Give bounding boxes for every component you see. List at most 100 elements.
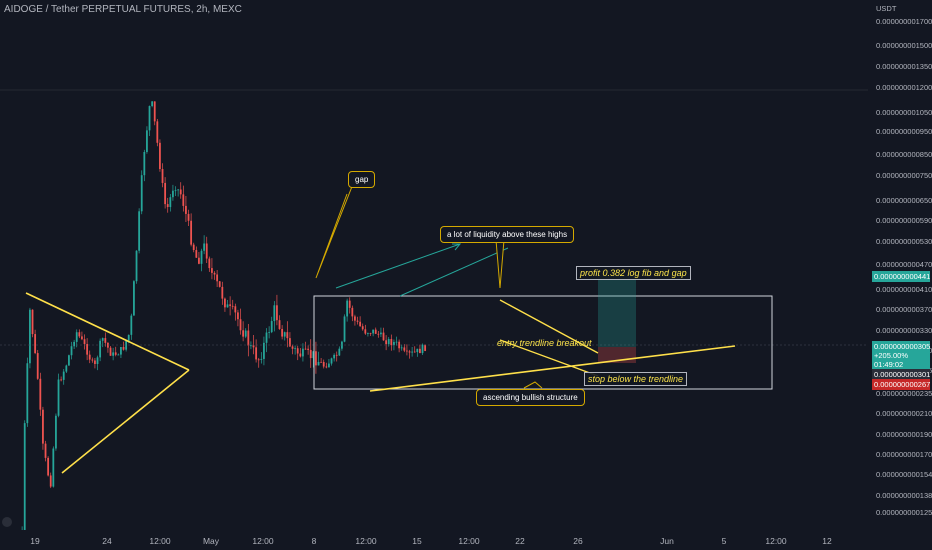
- candle-body: [127, 334, 130, 341]
- candle-body: [143, 151, 146, 176]
- candle-body: [302, 348, 304, 357]
- candle-body: [260, 358, 263, 360]
- candle-body: [213, 272, 216, 275]
- time-tick-label: 12:00: [765, 536, 787, 546]
- candle-body: [242, 330, 245, 337]
- gap-callout-pointer: [315, 183, 354, 279]
- candle-body: [356, 320, 359, 322]
- candle-body: [226, 304, 229, 308]
- chart-area[interactable]: AIDOGE / Tether PERPETUAL FUTURES, 2h, M…: [0, 0, 868, 530]
- ascending-trendline[interactable]: [369, 345, 736, 392]
- candle-body: [135, 250, 138, 282]
- current-price: 0.000000000305: [874, 342, 931, 351]
- profit-note[interactable]: profit 0.382 log fib and gap: [576, 266, 691, 280]
- candle-body: [369, 333, 372, 334]
- time-tick-label: 24: [102, 536, 112, 546]
- price-tick-label: 0.000000001200: [876, 83, 932, 92]
- price-tick-label: 0.000000000210: [876, 409, 932, 418]
- candle-body: [62, 371, 65, 380]
- candle-body: [44, 443, 47, 458]
- candle-body: [88, 354, 91, 360]
- candle-body: [286, 332, 289, 339]
- candle-body: [68, 355, 70, 366]
- candle-body: [99, 340, 102, 358]
- candle-body: [34, 334, 37, 354]
- candle-body: [424, 344, 427, 351]
- candle-body: [86, 344, 89, 355]
- time-tick-label: 15: [412, 536, 422, 546]
- candle-body: [317, 361, 320, 366]
- candle-body: [299, 353, 302, 357]
- price-axis[interactable]: USDT 0.000000001700 0.000000001500 0.00000…: [868, 0, 932, 530]
- candle-body: [122, 346, 125, 350]
- candle-body: [23, 423, 26, 530]
- price-tick-label: 0.000000000370: [876, 305, 932, 314]
- candle-body: [400, 347, 403, 349]
- price-tick-label: 0.000000001500: [876, 41, 932, 50]
- price-tick-label: 0.000000001700: [876, 17, 932, 26]
- stop-note[interactable]: stop below the trendline: [584, 372, 688, 386]
- candle-body: [224, 298, 226, 308]
- candle-body: [338, 348, 341, 356]
- candle-body: [377, 333, 380, 335]
- liquidity-arrow-2: [399, 247, 509, 297]
- price-tick-label: 0.000000000950: [876, 127, 932, 136]
- candle-body: [237, 312, 239, 320]
- price-tick-label: 0.000000000154: [876, 470, 932, 479]
- chart-title: AIDOGE / Tether PERPETUAL FUTURES, 2h, M…: [4, 4, 242, 15]
- time-tick-label: 5: [721, 536, 727, 546]
- candle-body: [309, 349, 312, 359]
- triangle-lower-line[interactable]: [61, 369, 190, 474]
- candle-body: [172, 190, 174, 198]
- candle-body: [47, 457, 50, 476]
- candle-body: [270, 321, 273, 333]
- candle-body: [133, 281, 135, 316]
- descending-lower-trendline[interactable]: [499, 339, 599, 377]
- candle-body: [255, 347, 258, 360]
- time-axis[interactable]: 19 24 12:00 May 12:00 8 12:00 15 12:00 22 26 Jun 5 12…: [0, 530, 868, 550]
- time-tick-label: May: [202, 536, 220, 546]
- price-chart[interactable]: [0, 0, 868, 530]
- candle-body: [413, 351, 416, 353]
- time-tick-label: Jun: [660, 536, 674, 546]
- candle-body: [91, 359, 94, 361]
- candle-body: [185, 205, 187, 214]
- entry-note[interactable]: entry trendline breakout: [497, 338, 592, 348]
- candle-body: [120, 346, 122, 355]
- candle-body: [60, 379, 63, 381]
- entry-price-tag: 0.000000000301: [872, 369, 931, 380]
- candle-body: [73, 341, 76, 347]
- candle-body: [312, 351, 315, 359]
- candle-body: [408, 351, 411, 353]
- descending-trendline[interactable]: [499, 299, 599, 354]
- time-tick-label: 12: [822, 536, 832, 546]
- candle-body: [208, 258, 211, 269]
- price-change: +205.00%: [874, 351, 908, 360]
- candle-body: [169, 197, 172, 208]
- tradingview-logo[interactable]: [2, 517, 12, 527]
- liquidity-callout-pointer: [495, 239, 505, 289]
- candle-body: [406, 350, 408, 352]
- candle-body: [107, 342, 109, 348]
- price-tick-label: 0.000000000530: [876, 237, 932, 246]
- candle-body: [361, 326, 364, 330]
- candle-body: [343, 316, 346, 342]
- price-tick-label: 0.000000000750: [876, 171, 932, 180]
- price-tick-label: 0.000000001350: [876, 62, 932, 71]
- liquidity-callout[interactable]: a lot of liquidity above these highs: [440, 226, 575, 243]
- structure-callout[interactable]: ascending bullish structure: [476, 389, 585, 406]
- triangle-upper-line[interactable]: [25, 292, 190, 371]
- candle-body: [328, 363, 330, 368]
- target-zone[interactable]: [598, 276, 636, 347]
- candle-body: [247, 330, 250, 346]
- gap-callout[interactable]: gap: [348, 171, 376, 188]
- candle-body: [273, 305, 276, 322]
- candle-body: [265, 332, 268, 343]
- candle-body: [187, 213, 190, 221]
- candle-body: [289, 338, 291, 347]
- candle-body: [380, 332, 382, 335]
- candle-body: [146, 130, 148, 152]
- candle-body: [198, 257, 200, 264]
- candle-body: [177, 189, 180, 191]
- candle-body: [268, 332, 271, 333]
